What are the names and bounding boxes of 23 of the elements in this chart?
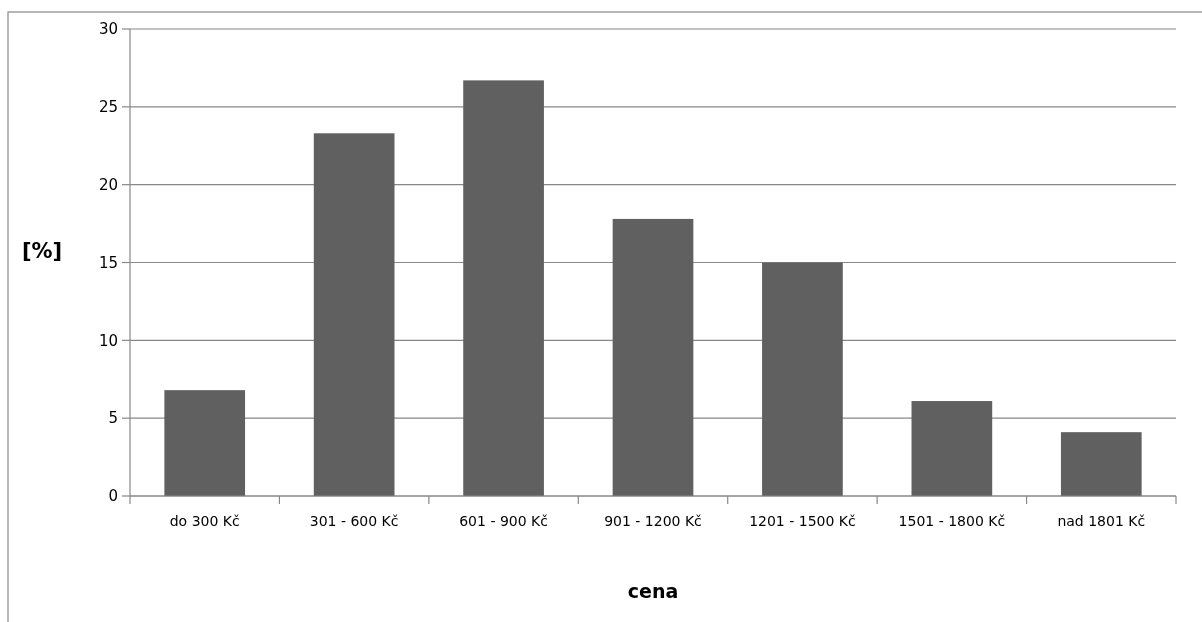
y-tick-label: 5 [108, 409, 118, 428]
x-tick-label: 601 - 900 Kč [459, 513, 548, 529]
y-tick-label: 30 [98, 20, 118, 39]
y-axis-title: [%] [21, 239, 63, 263]
x-tick-label: do 300 Kč [169, 513, 240, 529]
bar [1060, 432, 1142, 496]
bar [911, 401, 993, 496]
x-tick-label: 901 - 1200 Kč [604, 513, 702, 529]
bar [164, 390, 246, 496]
bar [313, 133, 395, 496]
bar [612, 218, 694, 496]
y-tick-label: 10 [98, 331, 118, 350]
y-tick-label: 20 [98, 175, 118, 194]
x-tick-label: nad 1801 Kč [1057, 513, 1146, 529]
y-tick-label: 25 [98, 98, 118, 117]
y-tick-label: 0 [108, 487, 118, 506]
bar [762, 262, 843, 496]
bar [463, 80, 544, 496]
x-tick-label: 1501 - 1800 Kč [898, 513, 1006, 529]
x-axis-title: cena [627, 580, 679, 602]
y-tick-label: 15 [98, 253, 118, 272]
x-tick-label: 1201 - 1500 Kč [749, 513, 856, 529]
x-tick-label: 301 - 600 Kč [309, 513, 399, 529]
